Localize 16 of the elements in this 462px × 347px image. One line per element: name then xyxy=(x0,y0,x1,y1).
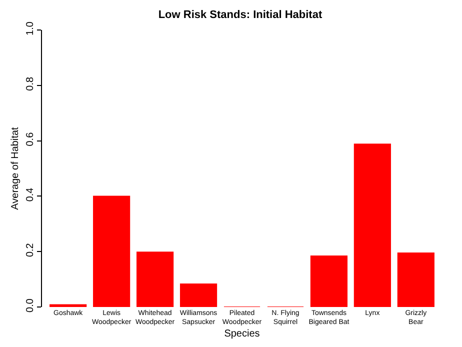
bar xyxy=(136,252,174,307)
bar xyxy=(93,196,130,307)
bar xyxy=(180,284,218,307)
x-axis-title: Species xyxy=(224,328,260,340)
bar xyxy=(310,256,348,307)
bar xyxy=(50,304,87,307)
chart-title: Low Risk Stands: Initial Habitat xyxy=(158,9,322,22)
y-tick-label: 0.4 xyxy=(25,187,36,202)
y-tick-label: 0.0 xyxy=(25,298,36,312)
bar xyxy=(397,252,434,307)
y-tick-label: 1.0 xyxy=(25,21,36,36)
y-tick-label: 0.8 xyxy=(25,76,36,91)
y-axis-title: Average of Habitat xyxy=(10,126,21,210)
y-tick-label: 0.2 xyxy=(25,242,36,258)
bar xyxy=(354,144,391,307)
y-tick-label: 0.6 xyxy=(25,132,36,146)
